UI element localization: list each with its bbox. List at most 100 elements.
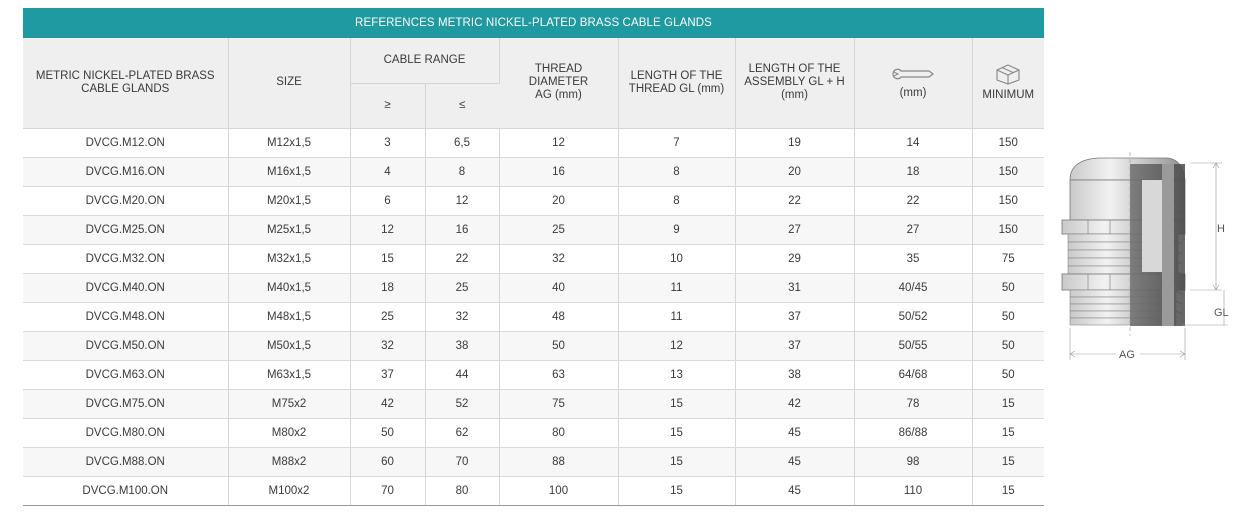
cell-thread-diameter: 32: [499, 244, 619, 274]
cell-reference: DVCG.M25.ON: [23, 215, 229, 245]
cell-size: M88x2: [228, 447, 351, 477]
table-row: DVCG.M40.ON M40x1,5 18 25 40 11 31 40/45 50: [23, 273, 1044, 303]
cell-reference: DVCG.M63.ON: [23, 360, 229, 390]
cell-assembly-length: 29: [735, 244, 855, 274]
header-thread-length-label: LENGTH OF THE THREAD GL (mm): [628, 69, 725, 95]
cell-thread-length: 8: [618, 186, 736, 216]
cell-wrench-size: 50/52: [854, 302, 973, 332]
wrench-icon: [892, 68, 934, 80]
header-wrench: (mm): [854, 38, 973, 129]
cell-minimum: 150: [972, 186, 1044, 216]
cell-minimum: 50: [972, 360, 1044, 390]
cell-wrench-size: 78: [854, 389, 973, 419]
cell-cable-min: 32: [350, 331, 426, 361]
dimension-gl-label: GL: [1214, 307, 1229, 319]
cell-minimum: 150: [972, 157, 1044, 187]
cell-thread-length: 8: [618, 157, 736, 187]
cell-thread-diameter: 16: [499, 157, 619, 187]
cell-reference: DVCG.M48.ON: [23, 302, 229, 332]
cell-reference: DVCG.M32.ON: [23, 244, 229, 274]
table-row: DVCG.M100.ON M100x2 70 80 100 15 45 110 15: [23, 476, 1044, 506]
table-title: REFERENCES METRIC NICKEL-PLATED BRASS CA…: [23, 8, 1044, 38]
cell-reference: DVCG.M80.ON: [23, 418, 229, 448]
header-cable-max: ≤: [425, 83, 499, 129]
cell-wrench-size: 64/68: [854, 360, 973, 390]
cell-wrench-size: 40/45: [854, 273, 973, 303]
cell-size: M48x1,5: [228, 302, 351, 332]
cell-size: M100x2: [228, 476, 351, 506]
header-reference-label: METRIC NICKEL-PLATED BRASS CABLE GLANDS: [35, 69, 215, 95]
header-size: SIZE: [228, 38, 351, 129]
cell-cable-min: 12: [350, 215, 426, 245]
cell-cable-min: 4: [350, 157, 426, 187]
cell-minimum: 15: [972, 418, 1044, 448]
cell-size: M80x2: [228, 418, 351, 448]
cell-assembly-length: 42: [735, 389, 855, 419]
cell-assembly-length: 27: [735, 215, 855, 245]
header-minimum: MINIMUM: [972, 38, 1044, 129]
cell-thread-length: 10: [618, 244, 736, 274]
cell-reference: DVCG.M16.ON: [23, 157, 229, 187]
dimension-h-label: H: [1217, 223, 1225, 235]
cell-assembly-length: 38: [735, 360, 855, 390]
cell-thread-length: 11: [618, 273, 736, 303]
table-row: DVCG.M12.ON M12x1,5 3 6,5 12 7 19 14 150: [23, 128, 1044, 158]
cell-size: M63x1,5: [228, 360, 351, 390]
cell-cable-max: 12: [425, 186, 500, 216]
cell-cable-max: 16: [425, 215, 500, 245]
table-row: DVCG.M25.ON M25x1,5 12 16 25 9 27 27 150: [23, 215, 1044, 245]
cell-size: M40x1,5: [228, 273, 351, 303]
header-thread-length: LENGTH OF THE THREAD GL (mm): [618, 38, 736, 129]
cell-assembly-length: 45: [735, 447, 855, 477]
cell-thread-diameter: 25: [499, 215, 619, 245]
cell-thread-length: 13: [618, 360, 736, 390]
cell-cable-min: 60: [350, 447, 426, 477]
cell-minimum: 75: [972, 244, 1044, 274]
cell-minimum: 50: [972, 331, 1044, 361]
cell-assembly-length: 37: [735, 331, 855, 361]
header-minimum-label: MINIMUM: [982, 89, 1035, 102]
table-row: DVCG.M50.ON M50x1,5 32 38 50 12 37 50/55 50: [23, 331, 1044, 361]
header-assembly-length-label: LENGTH OF THE ASSEMBLY GL + H (mm): [744, 63, 845, 102]
table-body: DVCG.M12.ON M12x1,5 3 6,5 12 7 19 14 150 DVCG.M16…: [23, 128, 1044, 506]
table-row: DVCG.M16.ON M16x1,5 4 8 16 8 20 18 150: [23, 157, 1044, 187]
cell-cable-max: 44: [425, 360, 500, 390]
cell-thread-length: 15: [618, 389, 736, 419]
cable-gland-table: REFERENCES METRIC NICKEL-PLATED BRASS CA…: [23, 8, 1044, 506]
header-wrench-unit: (mm): [899, 87, 927, 100]
cell-cable-min: 6: [350, 186, 426, 216]
cell-size: M32x1,5: [228, 244, 351, 274]
cell-cable-min: 70: [350, 476, 426, 506]
cell-thread-diameter: 80: [499, 418, 619, 448]
cell-wrench-size: 14: [854, 128, 973, 158]
cell-assembly-length: 31: [735, 273, 855, 303]
table-row: DVCG.M63.ON M63x1,5 37 44 63 13 38 64/68 50: [23, 360, 1044, 390]
cell-assembly-length: 22: [735, 186, 855, 216]
cell-cable-min: 18: [350, 273, 426, 303]
cell-minimum: 50: [972, 302, 1044, 332]
cell-assembly-length: 19: [735, 128, 855, 158]
cell-thread-length: 11: [618, 302, 736, 332]
table-row: DVCG.M80.ON M80x2 50 62 80 15 45 86/88 15: [23, 418, 1044, 448]
cell-assembly-length: 20: [735, 157, 855, 187]
cell-cable-max: 25: [425, 273, 500, 303]
cell-size: M75x2: [228, 389, 351, 419]
header-cable-min: ≥: [350, 83, 426, 129]
header-cable-range: CABLE RANGE: [350, 38, 500, 84]
table-row: DVCG.M75.ON M75x2 42 52 75 15 42 78 15: [23, 389, 1044, 419]
table-row: DVCG.M48.ON M48x1,5 25 32 48 11 37 50/52 50: [23, 302, 1044, 332]
cell-reference: DVCG.M12.ON: [23, 128, 229, 158]
cell-cable-max: 38: [425, 331, 500, 361]
cell-cable-max: 52: [425, 389, 500, 419]
cell-thread-diameter: 40: [499, 273, 619, 303]
cell-size: M25x1,5: [228, 215, 351, 245]
cell-cable-min: 15: [350, 244, 426, 274]
cell-wrench-size: 110: [854, 476, 973, 506]
cell-reference: DVCG.M40.ON: [23, 273, 229, 303]
cell-thread-diameter: 50: [499, 331, 619, 361]
cell-assembly-length: 45: [735, 476, 855, 506]
table-row: DVCG.M20.ON M20x1,5 6 12 20 8 22 22 150: [23, 186, 1044, 216]
cell-minimum: 15: [972, 447, 1044, 477]
box-icon: [996, 64, 1020, 85]
cell-minimum: 15: [972, 389, 1044, 419]
